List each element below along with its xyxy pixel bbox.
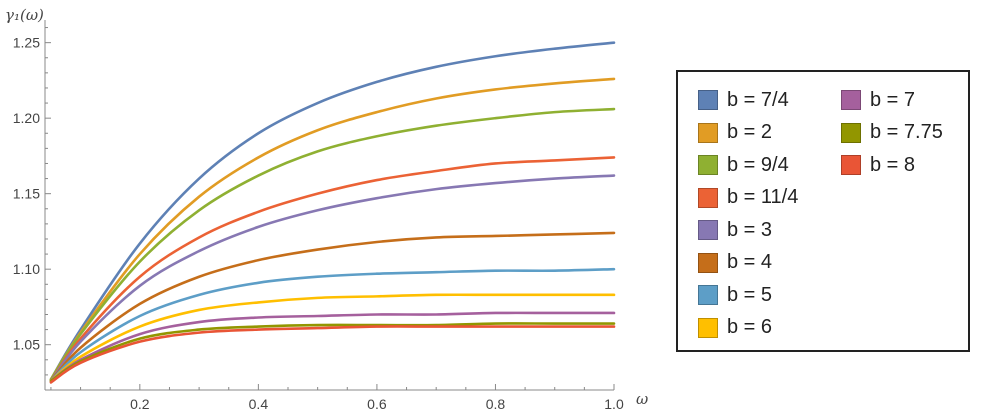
legend: b = 7/4 b = 2 b = 9/4 b = 11/4 b = 3 b = 4 b =… — [676, 70, 970, 352]
x-tick-label: 0.6 — [367, 396, 387, 412]
series-line — [49, 322, 616, 383]
legend-label: b = 5 — [727, 283, 773, 306]
legend-swatch — [698, 122, 718, 143]
legend-swatch — [698, 317, 718, 338]
legend-swatch — [698, 252, 718, 273]
series-line — [49, 77, 616, 381]
legend-swatch — [698, 187, 718, 208]
legend-item: b = 7.75 — [841, 117, 943, 150]
y-axis-label: γ₁(ω) — [5, 6, 44, 24]
legend-item: b = 4 — [698, 247, 798, 280]
legend-swatch — [841, 122, 861, 143]
series-line — [49, 41, 616, 381]
legend-item: b = 3 — [698, 214, 798, 247]
legend-label: b = 8 — [870, 153, 916, 176]
legend-column: b = 7 b = 7.75 b = 8 — [841, 84, 943, 182]
legend-swatch — [698, 220, 718, 241]
legend-item: b = 6 — [698, 312, 798, 345]
legend-column: b = 7/4 b = 2 b = 9/4 b = 11/4 b = 3 b = 4 b =… — [698, 84, 798, 344]
legend-item: b = 7 — [841, 84, 943, 117]
legend-swatch — [698, 90, 718, 111]
legend-label: b = 9/4 — [727, 153, 789, 176]
legend-label: b = 4 — [727, 251, 773, 274]
legend-item: b = 5 — [698, 279, 798, 312]
legend-swatch — [698, 155, 718, 176]
line-chart: 0.2 0.4 0.6 0.8 1.0 1.05 1.10 1.15 1.20 1.25 γ₁(ω… — [5, 6, 648, 412]
series-line — [49, 231, 616, 383]
legend-item: b = 8 — [841, 149, 943, 182]
x-tick-label: 1.0 — [604, 396, 624, 412]
chart-axes: 0.2 0.4 0.6 0.8 1.0 1.05 1.10 1.15 1.20 1.25 — [13, 20, 624, 412]
x-tick-label: 0.4 — [249, 396, 269, 412]
series-layer — [49, 41, 616, 384]
series-line — [49, 267, 616, 383]
x-axis-label: ω — [636, 390, 648, 408]
legend-swatch — [841, 90, 861, 111]
series-line — [49, 325, 616, 384]
legend-label: b = 11/4 — [727, 186, 799, 209]
x-tick-label: 0.2 — [130, 396, 150, 412]
legend-label: b = 6 — [727, 316, 773, 339]
y-tick-label: 1.15 — [13, 186, 40, 202]
legend-item: b = 2 — [698, 117, 798, 150]
legend-item: b = 9/4 — [698, 149, 798, 182]
series-line — [49, 174, 616, 383]
legend-label: b = 7/4 — [727, 88, 789, 111]
x-tick-label: 0.8 — [486, 396, 506, 412]
series-line — [49, 156, 616, 383]
legend-item: b = 7/4 — [698, 84, 798, 117]
y-tick-label: 1.20 — [13, 110, 40, 126]
legend-swatch — [841, 155, 861, 176]
legend-label: b = 2 — [727, 121, 773, 144]
legend-label: b = 7.75 — [870, 121, 943, 144]
legend-label: b = 3 — [727, 218, 773, 241]
legend-swatch — [698, 285, 718, 306]
series-line — [49, 311, 616, 383]
series-line — [49, 107, 616, 381]
series-line — [49, 293, 616, 383]
legend-item: b = 11/4 — [698, 182, 798, 215]
y-tick-label: 1.05 — [13, 337, 40, 353]
y-tick-label: 1.25 — [13, 35, 40, 51]
legend-label: b = 7 — [870, 88, 916, 111]
y-tick-label: 1.10 — [13, 261, 40, 277]
